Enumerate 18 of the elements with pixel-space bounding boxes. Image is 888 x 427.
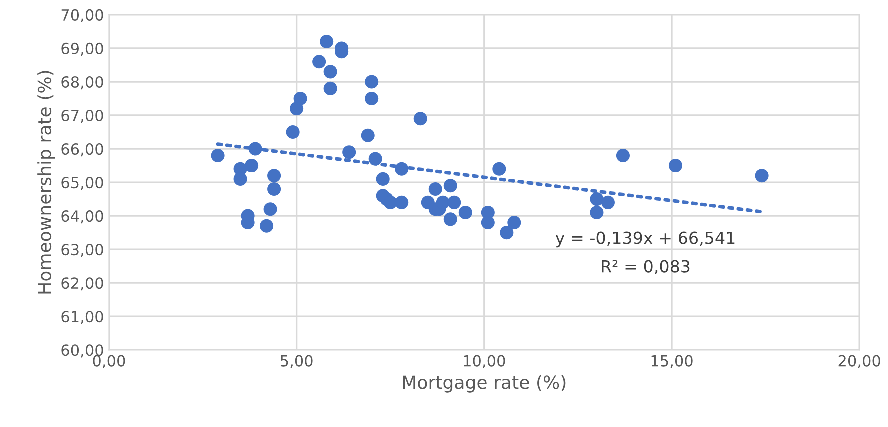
x-tick-label: 5,00 bbox=[280, 355, 313, 368]
annotation: y = -0,139x + 66,541 bbox=[556, 232, 735, 248]
y-tick-label: 70,00 bbox=[62, 9, 104, 23]
y-tick-label: 67,00 bbox=[62, 110, 104, 124]
x-tick-label: 10,00 bbox=[464, 355, 506, 368]
y-tick-label: 64,00 bbox=[62, 210, 104, 224]
y-tick-label: 68,00 bbox=[62, 76, 104, 90]
annotation: R² = 0,083 bbox=[602, 260, 690, 275]
y-tick-label: 61,00 bbox=[62, 311, 104, 324]
y-tick-label: 63,00 bbox=[62, 244, 104, 258]
y-axis-title: Homeownership rate (%) bbox=[38, 71, 56, 294]
x-tick-label: 15,00 bbox=[652, 355, 693, 368]
x-tick-label: 20,00 bbox=[838, 355, 880, 368]
y-tick-label: 69,00 bbox=[62, 42, 104, 56]
y-tick-label: 66,00 bbox=[62, 143, 104, 157]
y-tick-label: 62,00 bbox=[62, 278, 104, 291]
y-tick-label: 65,00 bbox=[62, 177, 104, 190]
x-axis-title: Mortgage rate (%) bbox=[403, 375, 566, 393]
